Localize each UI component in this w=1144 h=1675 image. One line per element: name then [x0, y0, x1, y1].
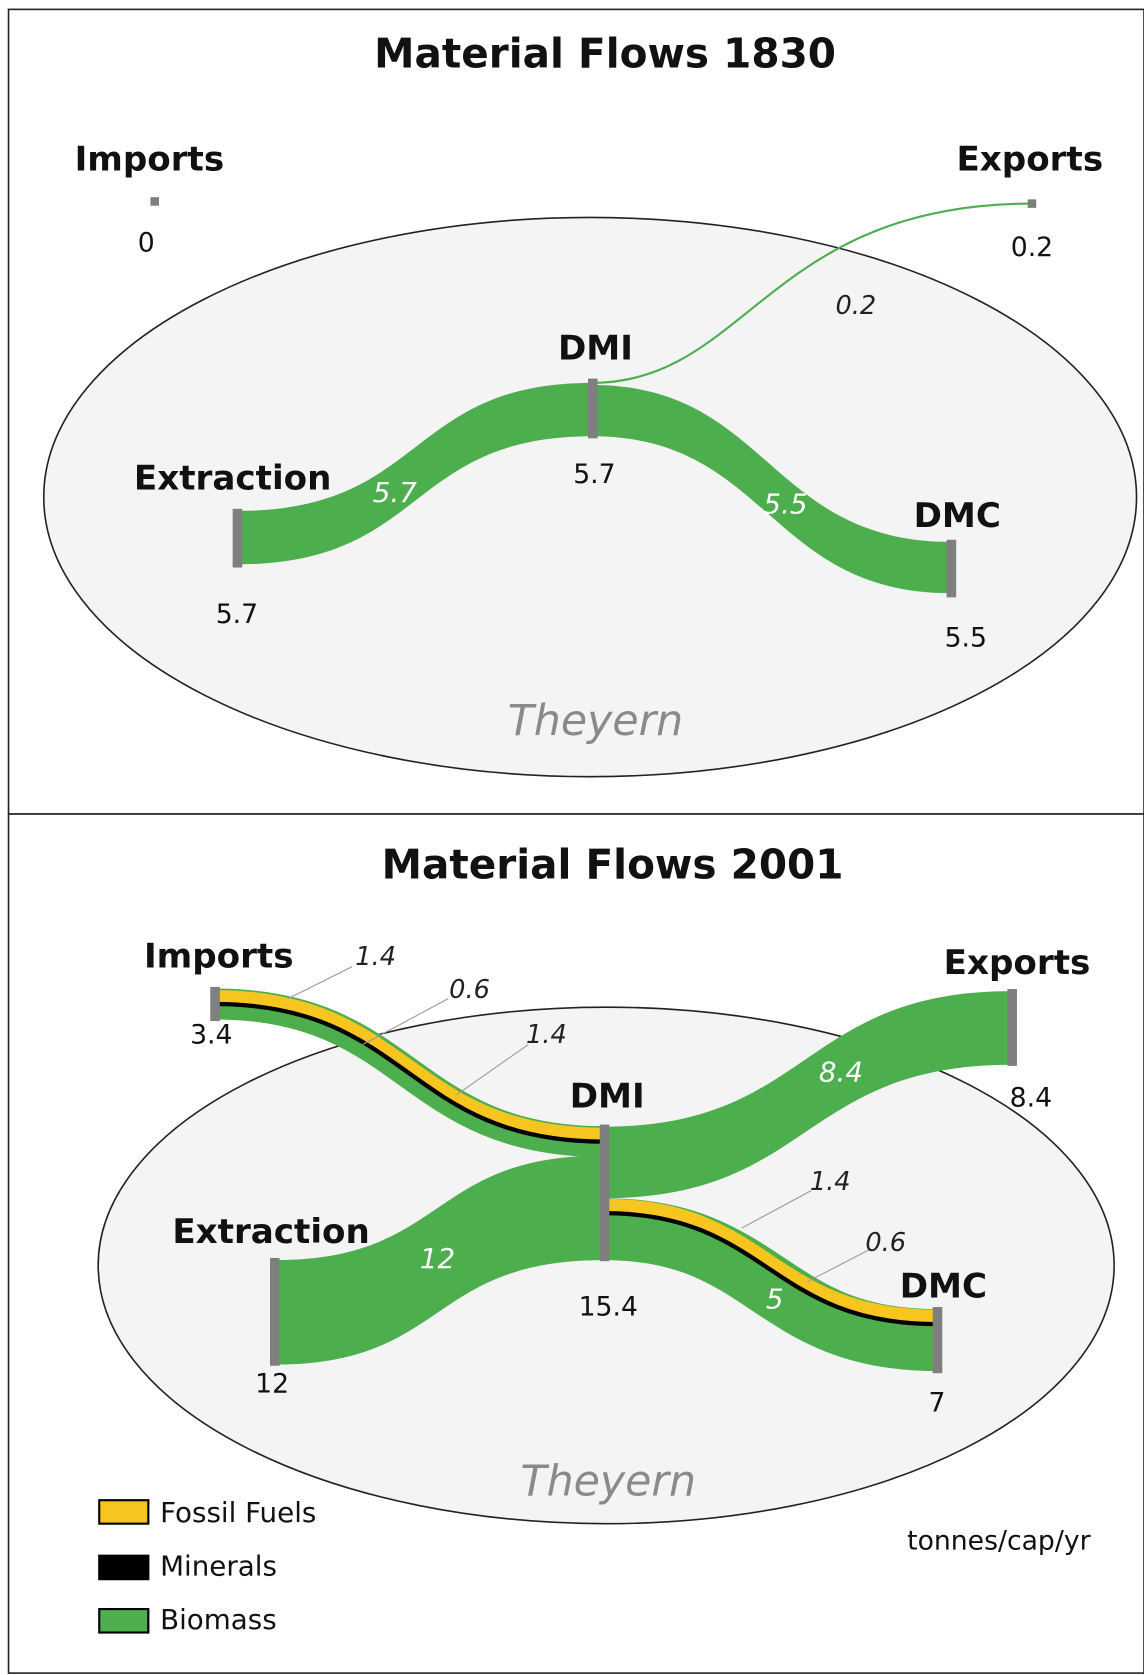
leader-line [456, 1044, 529, 1096]
node-value: 7 [928, 1388, 945, 1419]
node-value: 0 [138, 228, 155, 259]
node-label: Exports [944, 943, 1091, 983]
flow-extraction [236, 382, 593, 565]
leader-line [741, 1190, 812, 1229]
node-value: 0.2 [1011, 232, 1053, 263]
node-label: DMC [914, 496, 1001, 536]
node-label: DMI [558, 328, 633, 368]
panel-title: Material Flows 2001 [382, 840, 844, 888]
node-value: 12 [255, 1368, 289, 1399]
leader-line [807, 1248, 870, 1282]
leader-line [362, 998, 449, 1045]
legend-label: Fossil Fuels [160, 1496, 316, 1529]
flow-label: 0.2 [835, 291, 876, 321]
node-bar [1027, 199, 1037, 208]
flow-dmc-fossil [604, 1198, 937, 1324]
region-ellipse [42, 216, 1138, 778]
legend-label: Biomass [160, 1603, 277, 1636]
node-label: Imports [144, 937, 294, 977]
node-value: 5.7 [216, 599, 258, 630]
flow-label: 1.4 [355, 942, 396, 972]
flow-label: 0.6 [865, 1228, 906, 1258]
region-ellipse [97, 1006, 1115, 1525]
flow-label: 12 [420, 1242, 455, 1275]
flow-dmc-biomass [603, 1198, 938, 1372]
node-bar [1007, 989, 1018, 1066]
flow-exports [604, 991, 1012, 1199]
node-label: DMC [900, 1266, 987, 1306]
node-label: Imports [75, 139, 225, 179]
flow-dmc [592, 385, 951, 594]
flow-label: 5.5 [763, 488, 807, 521]
node-label: Exports [956, 139, 1103, 179]
flow-label: 1.4 [526, 1020, 567, 1050]
node-value: 5.7 [573, 459, 615, 490]
units-label: tonnes/cap/yr [907, 1525, 1090, 1556]
region-label: Theyern [508, 696, 683, 746]
panel-title: Material Flows 1830 [374, 29, 836, 77]
node-bar [599, 1124, 610, 1262]
node-bar [946, 539, 957, 598]
flow-label: 5.7 [373, 476, 417, 509]
legend-label: Minerals [160, 1549, 277, 1582]
node-label: Extraction [134, 458, 331, 498]
flow-extraction [274, 1155, 605, 1365]
node-bar [269, 1257, 280, 1366]
flow-exports [592, 202, 1032, 384]
node-bar [150, 197, 160, 206]
flow-imports-minerals [214, 1001, 605, 1144]
node-value: 15.4 [579, 1292, 638, 1323]
node-label: Extraction [172, 1212, 369, 1252]
region-label: Theyern [521, 1457, 696, 1507]
flow-label: 1.4 [810, 1167, 851, 1197]
node-bar [232, 508, 243, 568]
node-bar [210, 986, 220, 1022]
node-value: 8.4 [1010, 1082, 1052, 1113]
flow-label: 5 [766, 1283, 784, 1316]
legend-swatch [98, 1607, 150, 1634]
flow-dmc-minerals [604, 1211, 937, 1327]
node-value: 5.5 [945, 623, 987, 654]
flow-label: 0.6 [449, 975, 490, 1005]
legend-swatch [98, 1499, 150, 1525]
flow-label: 8.4 [819, 1055, 863, 1088]
legend-swatch [98, 1554, 150, 1581]
flow-imports-fossil [214, 990, 605, 1141]
leader-line [287, 966, 353, 1000]
node-bar [588, 378, 598, 439]
node-bar [932, 1307, 943, 1374]
node-label: DMI [570, 1076, 645, 1116]
node-value: 3.4 [190, 1019, 232, 1050]
